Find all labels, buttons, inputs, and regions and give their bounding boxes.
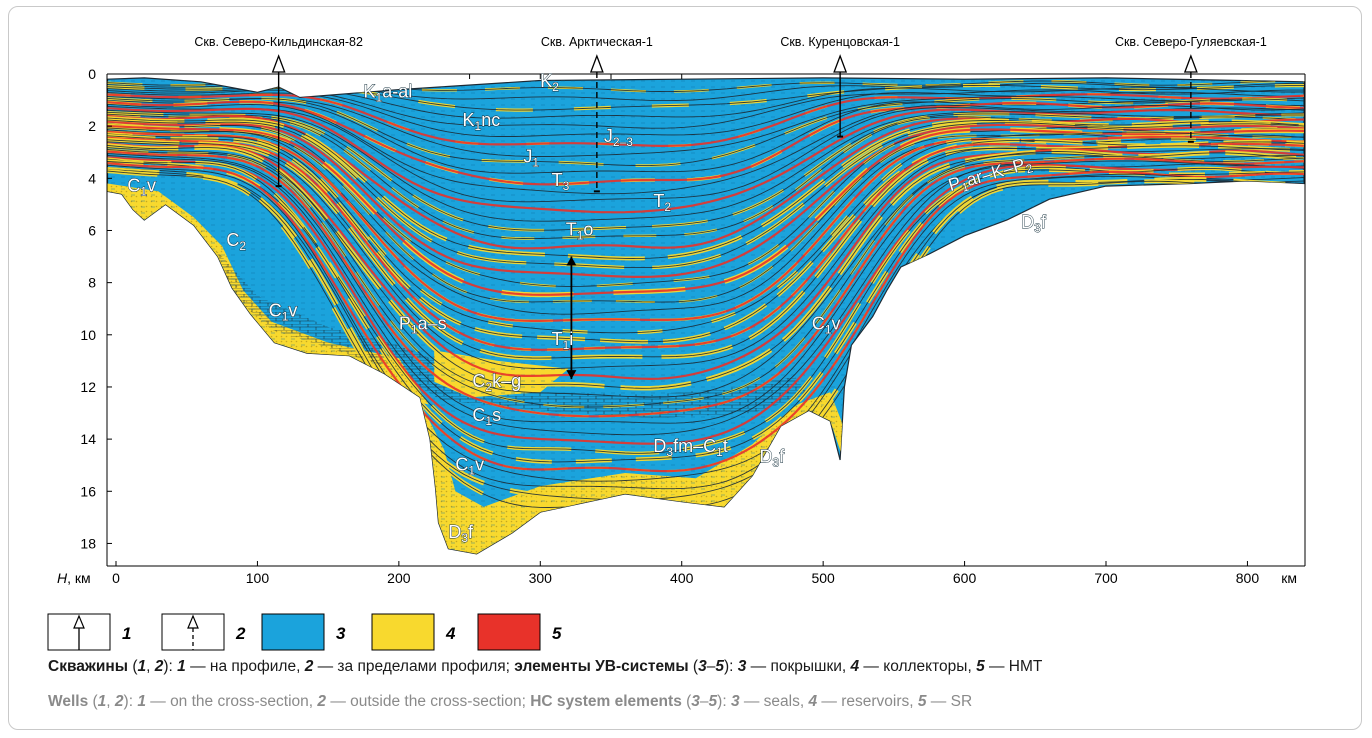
stratigraphic-unit-label: C2k–g	[472, 371, 521, 394]
caption-english: Wells (1, 2): 1 — on the cross-section, …	[48, 693, 973, 710]
stratigraphic-unit-label: D3fm–C1t	[653, 436, 727, 459]
x-tick-label: 500	[811, 570, 835, 586]
y-tick-label: 12	[80, 379, 96, 395]
x-tick-label: 100	[246, 570, 270, 586]
stratigraphic-unit-label: T2	[653, 191, 671, 214]
y-tick-label: 14	[80, 431, 96, 447]
stratigraphic-unit-label: J2–3	[604, 126, 633, 149]
well-arrow-icon	[1183, 54, 1198, 73]
y-tick-label: 2	[88, 118, 96, 134]
x-tick-label: 800	[1236, 570, 1260, 586]
y-tick-label: 8	[88, 275, 96, 291]
caption-russian: Скважины (1, 2): 1 — на профиле, 2 — за …	[48, 658, 1043, 675]
stratigraphic-unit-label: P1a–s	[399, 314, 447, 337]
stratigraphic-unit-label: D3f	[760, 447, 786, 470]
legend-number: 4	[445, 624, 456, 643]
stratigraphic-unit-label: T1i	[552, 329, 574, 352]
y-tick-label: 10	[80, 327, 96, 343]
stratigraphic-unit-label: C1s	[472, 405, 501, 428]
legend: 1 2 3 4 5	[47, 613, 562, 651]
well-name: Скв. Северо-Кильдинская-82	[194, 35, 363, 49]
y-tick-label: 18	[80, 535, 96, 551]
wells: Скв. Северо-Кильдинская-82 Скв. Арктическ…	[194, 35, 1267, 380]
legend-number: 2	[235, 624, 246, 643]
well-arrow-icon	[271, 54, 286, 73]
stratigraphic-unit-label: D3f	[448, 522, 474, 545]
x-tick-label: 0	[112, 570, 120, 586]
stratigraphic-unit-label: K1nc	[463, 110, 501, 133]
stratigraphic-unit-label: T1o	[566, 220, 594, 243]
stratigraphic-unit-label: K2	[540, 71, 559, 94]
stratigraphic-unit-label: C1v	[455, 454, 484, 477]
x-tick-label: 300	[529, 570, 553, 586]
y-tick-label: 6	[88, 222, 96, 238]
stratigraphic-unit-label: K1a-al	[364, 81, 413, 104]
x-tick-label: 400	[670, 570, 694, 586]
legend-number: 5	[552, 624, 562, 643]
legend-number: 1	[122, 624, 131, 643]
well-name: Скв. Северо-Гуляевская-1	[1115, 35, 1267, 49]
x-axis-unit: км	[1281, 570, 1297, 586]
legend-swatch	[371, 613, 435, 651]
x-tick-label: 700	[1094, 570, 1118, 586]
well-name: Скв. Арктическая-1	[541, 35, 653, 49]
x-tick-label: 200	[387, 570, 411, 586]
stratigraphic-unit-label: J1	[523, 147, 539, 170]
stratigraphic-unit-label: C2	[226, 230, 246, 253]
legend-swatch	[477, 613, 541, 651]
axes: 0 2 4 6 8 10 12 14 16 18 0 100 200 300 400 500 600 700 800…	[57, 66, 1306, 586]
stratigraphic-unit-label: C1v	[812, 314, 841, 337]
y-tick-label: 4	[88, 170, 96, 186]
stratigraphic-unit-label: T3	[552, 170, 570, 193]
stratigraphic-unit-label: C1v	[127, 175, 156, 198]
stratigraphic-unit-label: C1v	[269, 301, 298, 324]
well-arrow-icon	[833, 54, 848, 73]
legend-swatch	[261, 613, 325, 651]
legend-number: 3	[336, 624, 346, 643]
y-tick-label: 16	[80, 483, 96, 499]
well-name: Скв. Куренцовская-1	[780, 35, 900, 49]
y-axis-label: H, км	[57, 570, 91, 586]
well-arrow-icon	[589, 54, 604, 73]
stratigraphic-unit-label: D3f	[1021, 212, 1047, 235]
x-tick-label: 600	[953, 570, 977, 586]
y-tick-label: 0	[88, 66, 96, 82]
